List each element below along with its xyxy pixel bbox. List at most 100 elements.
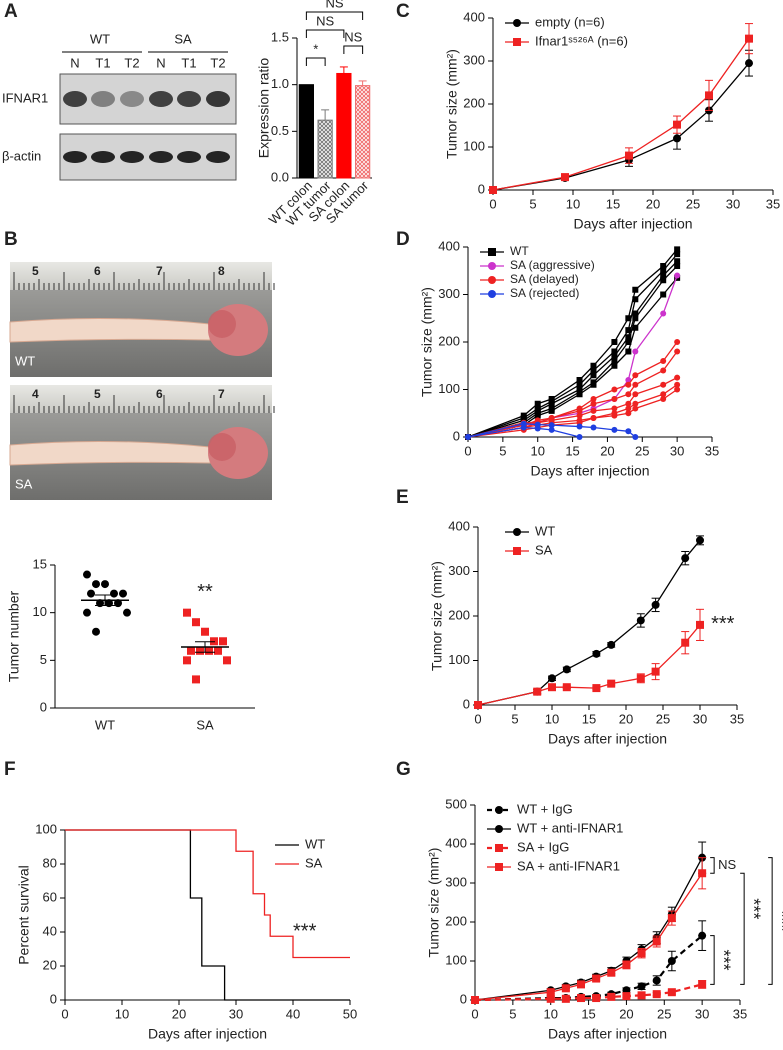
marker	[548, 400, 555, 407]
legend-label: WT	[535, 523, 555, 538]
marker	[548, 422, 555, 429]
colon	[9, 440, 211, 466]
y-tick-label: 100	[463, 138, 485, 153]
marker	[465, 434, 471, 440]
blot-group: SA	[174, 31, 192, 46]
y-tick-label: 400	[438, 238, 460, 253]
marker	[637, 982, 646, 991]
marker	[590, 362, 597, 369]
marker	[674, 251, 681, 258]
blot-band	[91, 91, 115, 107]
y-tick-label: 60	[43, 889, 57, 904]
x-tick-label: 10	[566, 196, 580, 211]
y-tick-label: 10	[33, 604, 47, 619]
y-tick-label: 0.0	[271, 169, 289, 184]
marker	[625, 315, 632, 322]
y-tick-label: 300	[463, 52, 485, 67]
marker	[698, 931, 707, 940]
marker	[632, 310, 639, 317]
y-axis-label: Tumor number	[6, 591, 22, 683]
x-axis-label: Days after injection	[548, 1026, 667, 1042]
legend-label: SA	[535, 542, 553, 557]
marker	[674, 263, 681, 269]
y-tick-label: 0	[50, 991, 57, 1006]
marker	[577, 994, 585, 1003]
marker	[546, 988, 555, 997]
marker	[674, 386, 681, 393]
y-tick-label: 0	[40, 699, 47, 714]
y-tick-label: 5	[40, 652, 47, 667]
x-tick-label: 15	[582, 711, 596, 726]
lane-label: T1	[181, 55, 196, 70]
marker	[576, 381, 583, 388]
y-tick-label: 200	[445, 913, 467, 928]
tumor-mass	[208, 310, 236, 338]
legend-marker	[513, 19, 521, 27]
photo-label: SA	[15, 476, 33, 491]
y-tick-label: 200	[463, 95, 485, 110]
series-line	[467, 351, 678, 438]
marker	[696, 620, 704, 629]
marker	[592, 649, 601, 658]
legend-marker	[513, 38, 521, 46]
marker	[548, 426, 555, 433]
y-axis-label: Tumor size (mm²)	[426, 848, 442, 958]
marker	[625, 428, 632, 435]
x-tick-label: 30	[695, 1006, 709, 1021]
y-tick-label: 1.5	[271, 29, 289, 44]
legend-label: WT + IgG	[517, 801, 573, 816]
marker	[201, 627, 209, 636]
legend-label: SA + anti-IFNAR1	[517, 858, 620, 873]
lane-label: T1	[95, 55, 110, 70]
legend-label: SA + IgG	[517, 839, 569, 854]
marker	[611, 396, 618, 402]
series-line	[492, 38, 750, 191]
significance-bracket	[343, 45, 364, 54]
y-axis-label: Tumor size (mm²)	[419, 287, 435, 397]
panel-label: D	[396, 229, 410, 250]
x-tick-label: 5	[499, 443, 506, 458]
y-axis-label: Tumor size (mm²)	[444, 49, 460, 159]
series-line	[477, 624, 701, 706]
x-axis-label: Days after injection	[573, 216, 692, 232]
marker	[83, 608, 91, 617]
x-axis-label: Days after injection	[548, 731, 667, 747]
x-tick-label: 20	[600, 443, 614, 458]
y-tick-label: 20	[43, 957, 57, 972]
series-line	[474, 872, 703, 1001]
marker	[632, 315, 639, 322]
significance-bracket	[740, 872, 745, 985]
x-tick-label: 5	[529, 196, 536, 211]
marker	[187, 646, 195, 655]
marker	[192, 675, 200, 684]
y-tick-label: 15	[33, 556, 47, 571]
legend-marker	[513, 547, 521, 555]
x-tick-label: 35	[705, 443, 719, 458]
marker	[590, 400, 597, 407]
x-tick-label: 10	[545, 711, 559, 726]
x-tick-label: 35	[766, 196, 780, 211]
legend-marker	[495, 844, 503, 852]
marker	[92, 627, 100, 636]
marker	[87, 589, 95, 598]
significance-label: ***	[711, 613, 735, 635]
significance-label: NS	[325, 0, 343, 10]
marker	[533, 687, 542, 696]
y-tick-label: 0	[463, 696, 470, 711]
marker	[696, 536, 704, 545]
x-tick-label: 20	[619, 711, 633, 726]
survival-curve	[65, 829, 350, 959]
marker	[652, 976, 661, 985]
x-tick-label: 0	[61, 1006, 68, 1021]
y-tick-label: 100	[438, 381, 460, 396]
lane-label: T2	[210, 55, 225, 70]
legend-label: SA (rejected)	[510, 286, 579, 300]
y-tick-label: 100	[445, 952, 467, 967]
y-axis-label: Percent survival	[16, 865, 32, 965]
marker	[745, 34, 753, 43]
marker	[576, 391, 583, 398]
y-axis-label: Expression ratio	[256, 58, 272, 159]
marker	[660, 277, 667, 284]
marker	[534, 400, 541, 407]
